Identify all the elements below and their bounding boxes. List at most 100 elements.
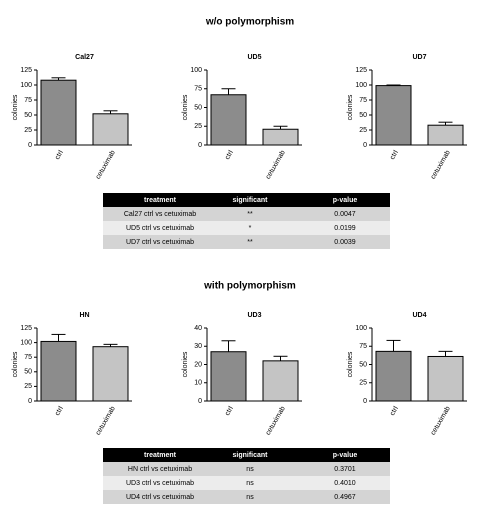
x-tick-label: cetuximab xyxy=(430,405,452,436)
chart-title: HN xyxy=(79,312,89,319)
chart-title: UD7 xyxy=(412,54,426,61)
bar xyxy=(427,355,464,402)
table-cell: 0.0047 xyxy=(334,211,356,218)
section-title: w/o polymorphism xyxy=(205,17,294,28)
y-tick-label: 125 xyxy=(355,67,367,74)
y-axis-label: colonies xyxy=(12,94,19,120)
table-row xyxy=(103,476,390,490)
table-cell: UD5 ctrl vs cetuximab xyxy=(126,225,194,232)
chart-title: UD3 xyxy=(247,312,261,319)
y-tick-label: 0 xyxy=(28,398,32,405)
y-tick-label: 50 xyxy=(359,361,367,368)
y-tick-label: 125 xyxy=(20,325,32,332)
y-axis-label: colonies xyxy=(347,351,354,377)
table-row xyxy=(103,221,390,235)
y-axis-label: colonies xyxy=(12,351,19,377)
table-cell: 0.0199 xyxy=(334,225,356,232)
y-tick-label: 25 xyxy=(24,383,32,390)
y-tick-label: 100 xyxy=(20,82,32,89)
table-cell: HN ctrl vs cetuximab xyxy=(128,466,192,473)
table-row xyxy=(103,235,390,249)
y-tick-label: 50 xyxy=(24,369,32,376)
y-tick-label: 50 xyxy=(194,104,202,111)
y-tick-label: 20 xyxy=(194,361,202,368)
y-tick-label: 75 xyxy=(194,86,202,93)
y-tick-label: 30 xyxy=(194,343,202,350)
y-axis-label: colonies xyxy=(182,94,189,120)
bar xyxy=(375,350,412,402)
y-tick-label: 100 xyxy=(355,82,367,89)
y-axis-label: colonies xyxy=(347,94,354,120)
table-cell: ns xyxy=(246,480,254,487)
x-tick-label: ctrl xyxy=(389,149,400,161)
y-tick-label: 0 xyxy=(363,142,367,149)
y-tick-label: 0 xyxy=(363,398,367,405)
column-header: treatment xyxy=(144,452,177,459)
table-cell: UD3 ctrl vs cetuximab xyxy=(126,480,194,487)
x-tick-label: ctrl xyxy=(54,405,65,417)
table-row xyxy=(103,462,390,476)
y-tick-label: 100 xyxy=(20,339,32,346)
table-cell: ** xyxy=(247,211,253,218)
y-tick-label: 50 xyxy=(359,112,367,119)
y-tick-label: 75 xyxy=(359,97,367,104)
table-row xyxy=(103,490,390,504)
bar xyxy=(40,79,77,146)
bar xyxy=(210,94,247,146)
y-tick-label: 75 xyxy=(24,97,32,104)
y-tick-label: 0 xyxy=(198,398,202,405)
column-header: significant xyxy=(232,452,268,459)
x-tick-label: cetuximab xyxy=(95,405,117,436)
y-axis-label: colonies xyxy=(182,351,189,377)
y-tick-label: 0 xyxy=(28,142,32,149)
y-tick-label: 25 xyxy=(359,127,367,134)
bar xyxy=(92,346,129,402)
x-tick-label: cetuximab xyxy=(265,405,287,436)
x-tick-label: cetuximab xyxy=(265,149,287,180)
y-tick-label: 100 xyxy=(190,67,202,74)
y-tick-label: 25 xyxy=(359,380,367,387)
y-tick-label: 100 xyxy=(355,325,367,332)
chart-title: UD5 xyxy=(247,54,261,61)
table-cell: 0.4010 xyxy=(334,480,356,487)
x-tick-label: ctrl xyxy=(54,149,65,161)
y-tick-label: 50 xyxy=(24,112,32,119)
chart-title: UD4 xyxy=(412,312,426,319)
column-header: p-value xyxy=(333,197,358,204)
table-cell: ns xyxy=(246,466,254,473)
chart-title: Cal27 xyxy=(75,54,94,61)
column-header: significant xyxy=(232,197,268,204)
table-cell: 0.3701 xyxy=(334,466,356,473)
table-cell: Cal27 ctrl vs cetuximab xyxy=(124,211,196,218)
column-header: treatment xyxy=(144,197,177,204)
y-tick-label: 0 xyxy=(198,142,202,149)
x-tick-label: cetuximab xyxy=(95,149,117,180)
y-tick-label: 75 xyxy=(24,354,32,361)
table-header xyxy=(103,193,390,207)
bar xyxy=(210,351,247,402)
x-tick-label: ctrl xyxy=(224,405,235,417)
table-cell: * xyxy=(249,225,252,232)
y-tick-label: 40 xyxy=(194,325,202,332)
bar xyxy=(262,128,299,146)
y-tick-label: 10 xyxy=(194,380,202,387)
x-tick-label: ctrl xyxy=(224,149,235,161)
table-cell: UD7 ctrl vs cetuximab xyxy=(126,239,194,246)
bar xyxy=(427,124,464,146)
table-cell: ** xyxy=(247,239,253,246)
table-cell: UD4 ctrl vs cetuximab xyxy=(126,494,194,501)
bar xyxy=(92,113,129,146)
bar xyxy=(375,85,412,146)
table-row xyxy=(103,207,390,221)
x-tick-label: ctrl xyxy=(389,405,400,417)
section-title: with polymorphism xyxy=(203,281,296,292)
y-tick-label: 125 xyxy=(20,67,32,74)
y-tick-label: 25 xyxy=(24,127,32,134)
table-cell: ns xyxy=(246,494,254,501)
bar xyxy=(40,340,77,402)
column-header: p-value xyxy=(333,452,358,459)
x-tick-label: cetuximab xyxy=(430,149,452,180)
y-tick-label: 75 xyxy=(359,343,367,350)
